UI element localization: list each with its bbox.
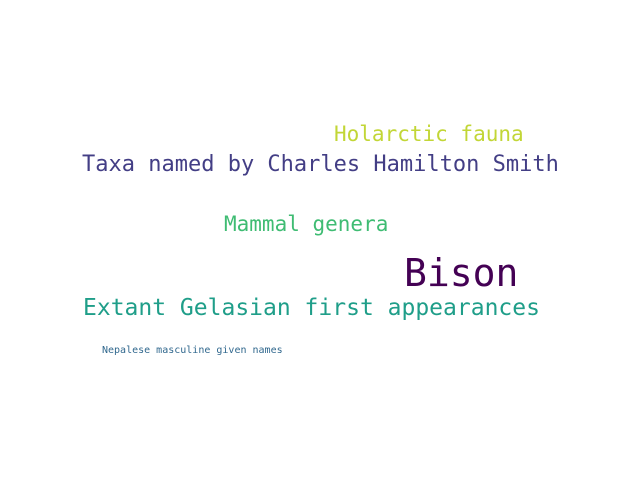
word-mammal-genera: Mammal genera xyxy=(224,212,389,236)
word-extant-gelasian-first-appearances: Extant Gelasian first appearances xyxy=(83,295,540,321)
word-nepalese-masculine-given-names: Nepalese masculine given names xyxy=(102,345,283,356)
word-holarctic-fauna: Holarctic fauna xyxy=(334,122,524,146)
word-bison: Bison xyxy=(404,251,519,295)
word-taxa-named-by-charles-hamilton-smith: Taxa named by Charles Hamilton Smith xyxy=(82,152,559,177)
